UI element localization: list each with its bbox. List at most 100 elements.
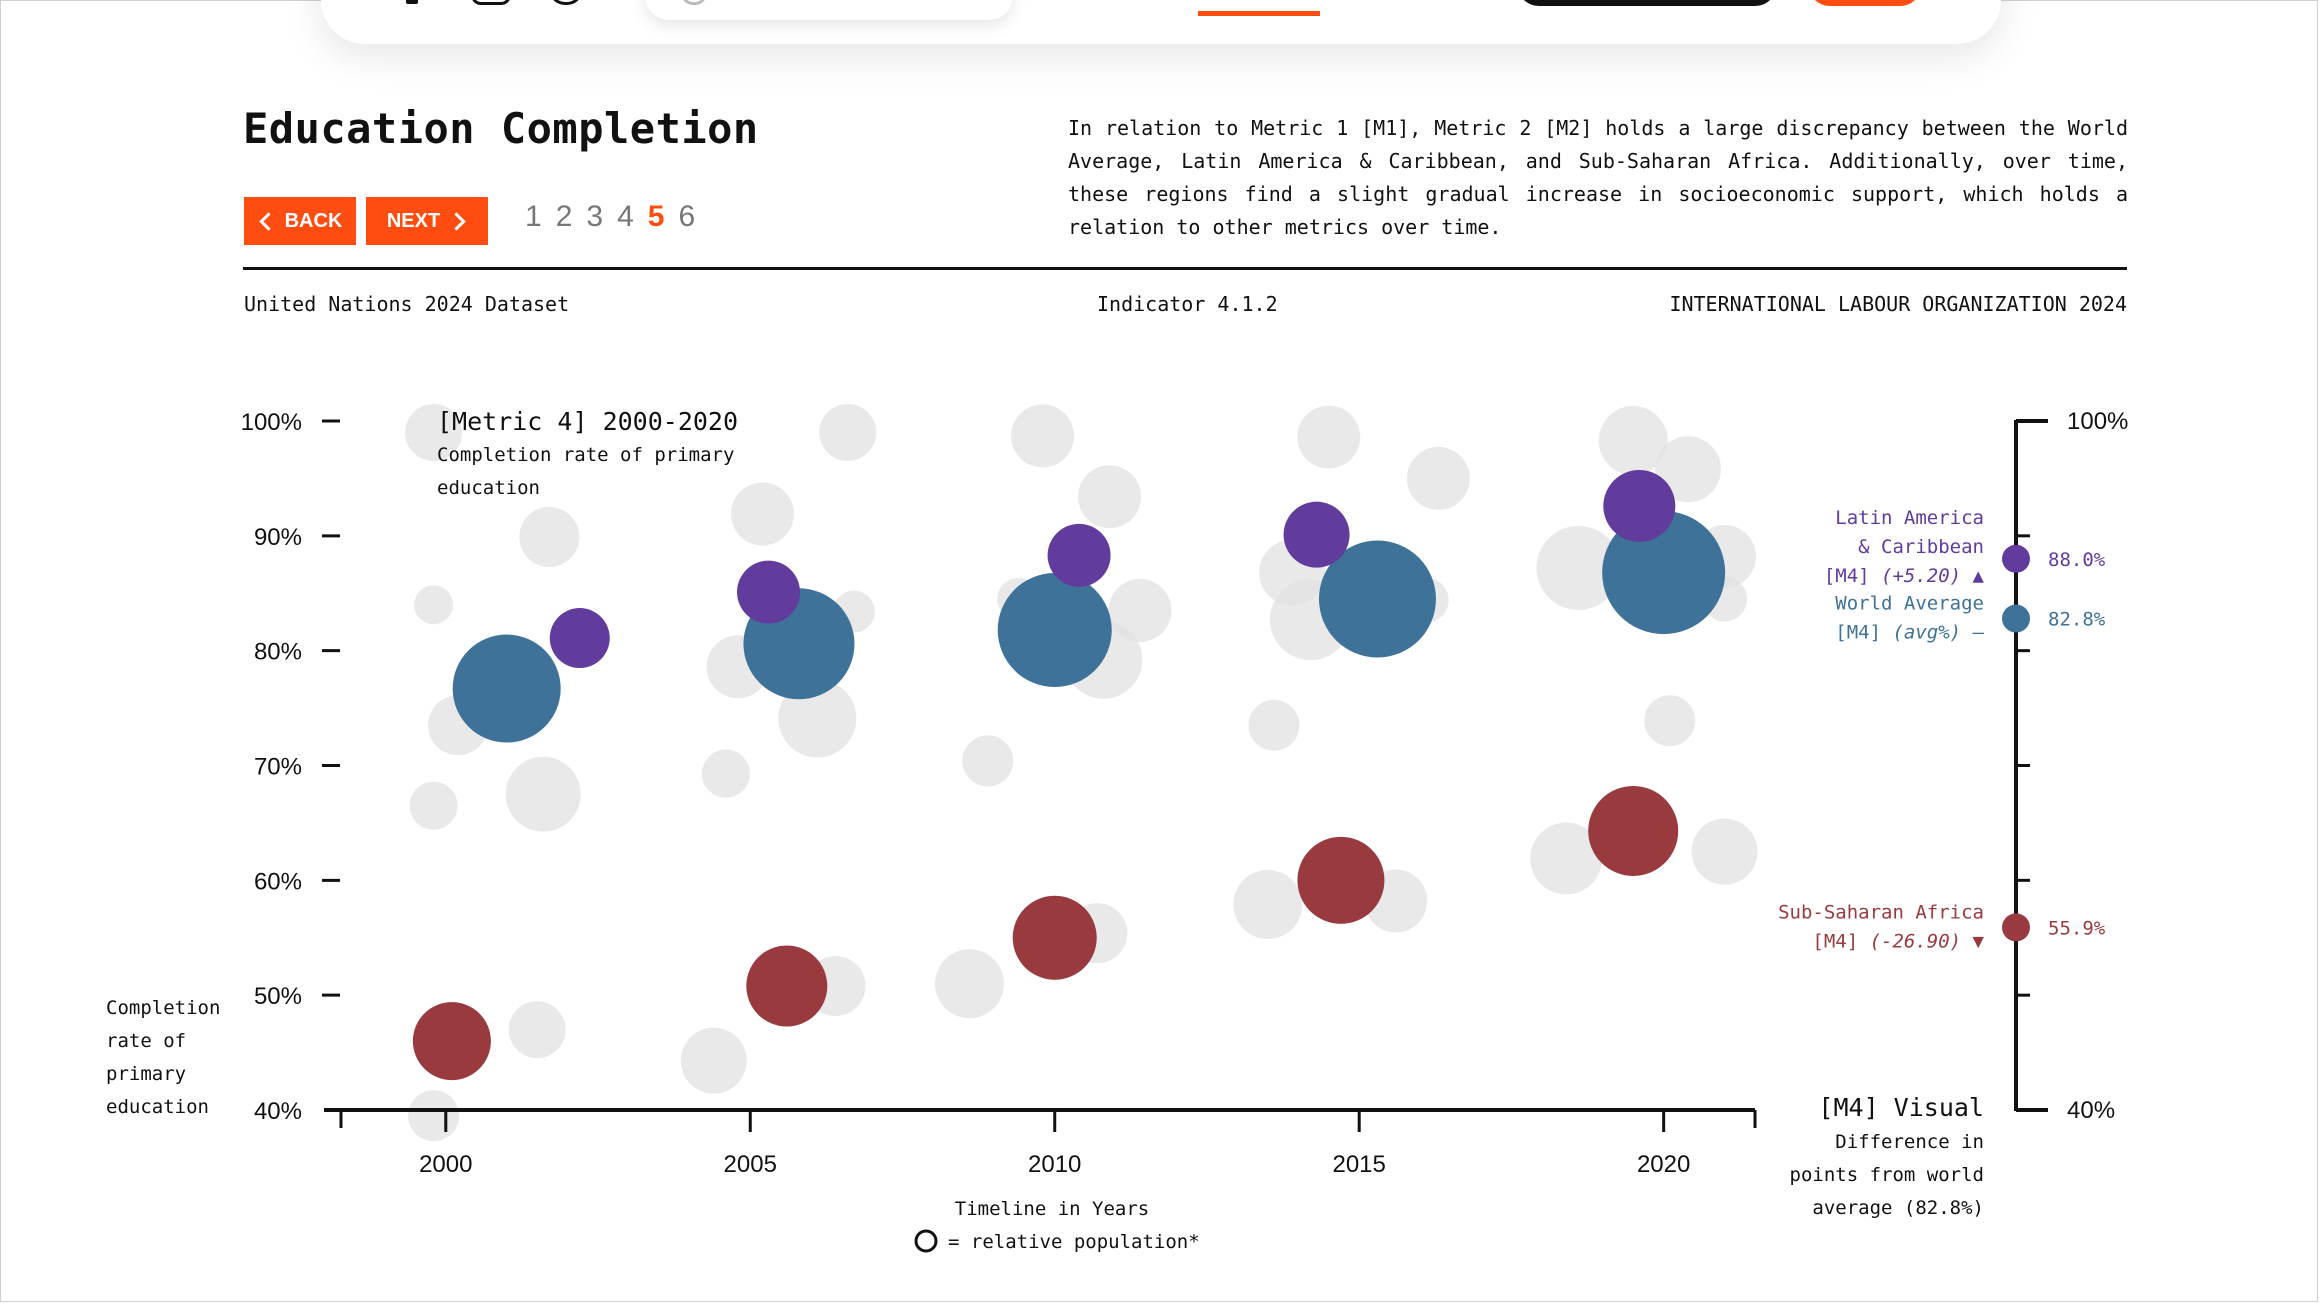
bubble-latin-america-caribbean — [1283, 501, 1350, 568]
population-bubble — [1078, 465, 1142, 529]
y-tick-label: 60% — [254, 868, 302, 895]
y-tick-label: 80% — [254, 639, 302, 666]
x-axis-label: Timeline in Years — [955, 1198, 1149, 1220]
primary-nav-button[interactable] — [1517, 0, 1777, 6]
marker-value-latin-america-caribbean: 88.0% — [2048, 549, 2106, 571]
marker-diff-sub-saharan-africa: [M4] (-26.90) ▼ — [1812, 930, 1984, 952]
indicator-label: Indicator 4.1.2 — [1097, 292, 1278, 316]
marker-label-latin-america-caribbean: & Caribbean — [1858, 536, 1984, 558]
bubble-sub-saharan-africa — [1012, 895, 1097, 980]
population-bubble — [680, 1027, 747, 1094]
population-bubble — [505, 756, 581, 832]
active-nav-indicator — [1198, 11, 1320, 16]
population-bubble — [730, 482, 794, 546]
population-bubble — [962, 735, 1014, 787]
bubble-world-average — [1602, 511, 1726, 635]
population-bubble — [1011, 404, 1075, 468]
back-button-label: BACK — [284, 209, 343, 232]
size-legend-label: = relative population* — [948, 1231, 1200, 1253]
bubble-latin-america-caribbean — [1603, 469, 1676, 542]
bubble-sub-saharan-africa — [1297, 836, 1385, 924]
population-bubble — [701, 749, 750, 798]
bubble-world-average — [997, 572, 1112, 687]
right-axis-caption: average (82.8%) — [1812, 1197, 1984, 1219]
population-bubble — [1248, 699, 1300, 751]
marker-label-sub-saharan-africa: Sub-Saharan Africa — [1778, 901, 1984, 923]
marker-world-average — [2002, 604, 2030, 633]
marker-diff-latin-america-caribbean: [M4] (+5.20) ▲ — [1824, 565, 1985, 587]
chart-description: In relation to Metric 1 [M1], Metric 2 [… — [1068, 116, 2128, 239]
chart-subtitle: education — [437, 477, 540, 499]
population-bubble — [409, 781, 458, 830]
population-bubble — [405, 403, 463, 461]
top-navigation-bar — [321, 0, 2001, 44]
bubble-sub-saharan-africa — [412, 1002, 491, 1081]
right-axis-top-label: 100% — [2067, 408, 2128, 435]
page-link-5[interactable]: 5 — [647, 200, 665, 233]
chart-title: [Metric 4] 2000-2020 — [437, 407, 738, 436]
x-tick-label: 2000 — [419, 1151, 472, 1178]
page-link-1[interactable]: 1 — [525, 200, 542, 233]
bubble-world-average — [1318, 540, 1436, 658]
facebook-icon[interactable] — [406, 0, 418, 4]
y-axis-label: primary — [106, 1063, 186, 1085]
population-bubble — [934, 949, 1004, 1019]
population-bubble — [1655, 436, 1722, 503]
next-button-label: NEXT — [386, 209, 441, 232]
y-tick-label: 90% — [254, 524, 302, 551]
population-bubble — [1406, 446, 1470, 510]
y-tick-label: 70% — [254, 754, 302, 781]
marker-value-sub-saharan-africa: 55.9% — [2048, 917, 2106, 939]
x-tick-label: 2005 — [724, 1151, 777, 1178]
y-tick-label: 100% — [241, 409, 302, 436]
page-link-4[interactable]: 4 — [617, 200, 634, 233]
y-axis-label: rate of — [106, 1030, 186, 1052]
bubble-latin-america-caribbean — [1047, 523, 1111, 587]
page-link-2[interactable]: 2 — [555, 200, 573, 233]
x-tick-label: 2015 — [1332, 1151, 1385, 1178]
y-tick-label: 50% — [254, 983, 302, 1010]
bubble-latin-america-caribbean — [549, 608, 610, 669]
y-axis-label: Completion — [106, 997, 220, 1019]
population-bubble — [414, 585, 454, 625]
page-link-6[interactable]: 6 — [678, 200, 696, 233]
population-bubble — [508, 1001, 566, 1059]
population-bubble — [819, 403, 877, 461]
population-bubble — [1233, 869, 1303, 939]
size-legend-icon — [914, 1229, 938, 1253]
population-bubble — [1297, 405, 1361, 469]
marker-sub-saharan-africa — [2002, 913, 2030, 942]
source-organization: INTERNATIONAL LABOUR ORGANIZATION 2024 — [1669, 292, 2127, 316]
right-axis-bottom-label: 40% — [2067, 1097, 2115, 1124]
page-title: Education Completion — [243, 104, 759, 153]
population-bubble — [1644, 695, 1696, 747]
right-axis-caption: Difference in — [1835, 1131, 1984, 1153]
population-bubble — [519, 506, 580, 567]
accent-nav-button[interactable] — [1808, 0, 1922, 6]
x-tick-label: 2020 — [1637, 1151, 1690, 1178]
back-button[interactable]: BACK — [244, 197, 356, 245]
source-dataset: United Nations 2024 Dataset — [244, 292, 570, 316]
marker-latin-america-caribbean — [2002, 544, 2030, 573]
population-bubble — [1108, 578, 1172, 642]
y-axis-label: education — [106, 1096, 209, 1118]
marker-label-latin-america-caribbean: Latin America — [1835, 507, 1984, 529]
bubble-latin-america-caribbean — [737, 560, 801, 624]
right-axis-caption: points from world — [1790, 1164, 1984, 1186]
population-bubble — [1691, 818, 1758, 885]
x-tick-label: 2010 — [1028, 1151, 1081, 1178]
population-bubble — [1598, 406, 1668, 476]
bubble-sub-saharan-africa — [1588, 785, 1679, 876]
bubble-world-average — [452, 634, 561, 743]
chart-subtitle: Completion rate of primary — [437, 444, 734, 466]
next-button[interactable]: NEXT — [366, 197, 488, 245]
page-link-3[interactable]: 3 — [586, 200, 604, 233]
y-tick-label: 40% — [254, 1098, 302, 1125]
population-bubble — [408, 1090, 460, 1142]
population-bubble — [1536, 525, 1621, 610]
marker-diff-world-average: [M4] (avg%) – — [1835, 622, 1984, 644]
header-divider — [243, 267, 2127, 270]
population-bubble — [1530, 822, 1603, 895]
